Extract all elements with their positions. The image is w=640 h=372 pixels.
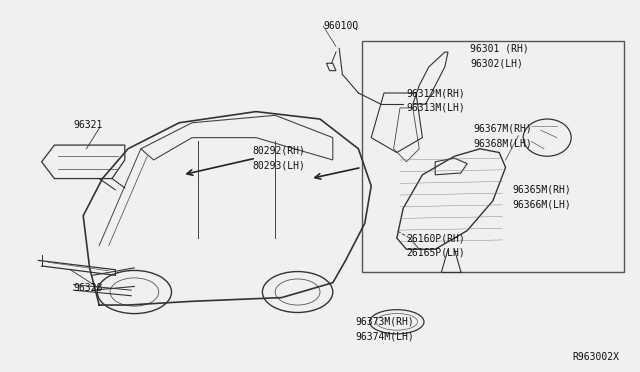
Text: 96365M(RH): 96365M(RH): [512, 185, 571, 195]
Text: 26160P(RH): 26160P(RH): [406, 233, 465, 243]
Text: 96321: 96321: [74, 120, 103, 129]
Text: 80293(LH): 80293(LH): [253, 161, 306, 170]
Text: 96301 (RH): 96301 (RH): [470, 44, 529, 53]
Text: 96374M(LH): 96374M(LH): [355, 332, 414, 341]
Text: 96328: 96328: [74, 283, 103, 293]
Text: 80292(RH): 80292(RH): [253, 146, 306, 155]
Text: 96367M(RH): 96367M(RH): [474, 124, 532, 133]
Text: R963002X: R963002X: [573, 352, 620, 362]
Bar: [362, 41, 624, 272]
Text: 26165P(LH): 26165P(LH): [406, 248, 465, 258]
Text: 96368M(LH): 96368M(LH): [474, 138, 532, 148]
Text: 96366M(LH): 96366M(LH): [512, 200, 571, 209]
Text: 96312M(RH): 96312M(RH): [406, 88, 465, 98]
Text: 96010Q: 96010Q: [323, 21, 358, 31]
Text: 96373M(RH): 96373M(RH): [355, 317, 414, 327]
Text: 96313M(LH): 96313M(LH): [406, 103, 465, 113]
Text: 96302(LH): 96302(LH): [470, 58, 524, 68]
